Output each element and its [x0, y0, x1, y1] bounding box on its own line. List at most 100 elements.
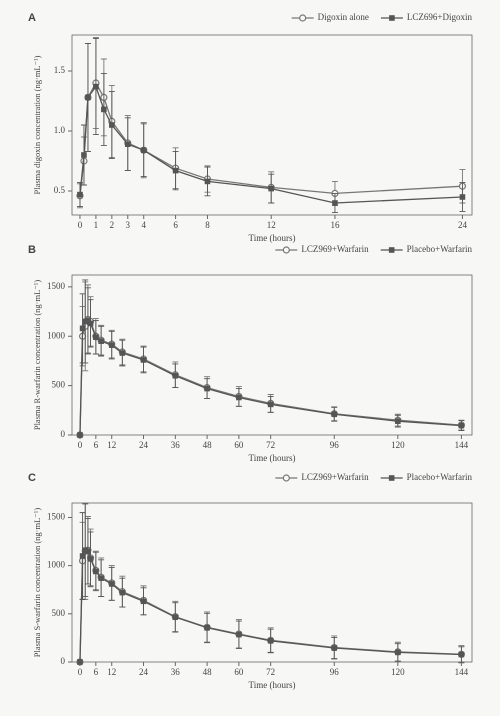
- legend-marker: [389, 15, 395, 21]
- y-axis-label: Plasma S-warfarin concentration (ng·mL⁻¹…: [32, 508, 42, 658]
- series-line: [79, 319, 462, 436]
- y-tick-label: 1.0: [54, 125, 66, 135]
- panel-label: A: [28, 12, 36, 24]
- y-tick-label: 0: [61, 429, 66, 439]
- x-tick-label: 12: [107, 440, 116, 450]
- x-tick-label: 72: [266, 440, 275, 450]
- legend-label: Placebo+Warfarin: [407, 244, 473, 254]
- y-tick-label: 1000: [47, 560, 66, 570]
- plot-frame: [71, 34, 473, 216]
- x-tick-label: 24: [139, 667, 149, 677]
- point-marker: [458, 422, 465, 429]
- y-tick-label: 1000: [47, 330, 66, 340]
- x-tick-label: 24: [139, 440, 149, 450]
- point-marker: [172, 167, 179, 174]
- x-axis-label: Time (hours): [249, 233, 296, 243]
- x-tick-label: 96: [330, 667, 340, 677]
- point-marker: [236, 394, 242, 401]
- point-marker: [81, 152, 87, 158]
- legend-label: LCZ969+Warfarin: [301, 244, 369, 254]
- legend-label: LCZ969+Warfarin: [301, 472, 369, 482]
- x-tick-label: 60: [234, 667, 244, 677]
- legend-marker: [299, 14, 307, 22]
- point-marker: [85, 94, 91, 101]
- point-marker: [101, 106, 107, 113]
- point-marker: [140, 598, 147, 605]
- point-marker: [172, 372, 179, 379]
- x-axis-label: Time (hours): [249, 680, 296, 690]
- y-tick-label: 0: [61, 656, 66, 666]
- x-tick-label: 36: [171, 667, 181, 677]
- point-marker: [236, 631, 242, 638]
- y-tick-label: 1500: [47, 512, 66, 522]
- point-marker: [267, 401, 274, 408]
- point-marker: [395, 418, 401, 424]
- plot-frame: [71, 274, 473, 436]
- x-tick-label: 48: [203, 667, 213, 677]
- point-marker: [79, 553, 86, 559]
- x-tick-label: 48: [203, 440, 213, 450]
- point-marker: [459, 194, 466, 200]
- point-marker: [458, 651, 465, 658]
- point-marker: [93, 568, 99, 575]
- point-marker: [119, 589, 126, 596]
- point-marker: [140, 357, 147, 363]
- point-marker: [77, 659, 83, 665]
- point-marker: [98, 575, 104, 581]
- legend-label: LCZ696+Digoxin: [407, 12, 473, 22]
- panel-label: C: [28, 472, 36, 484]
- point-marker: [331, 645, 338, 651]
- x-tick-label: 6: [94, 440, 99, 450]
- x-tick-label: 16: [330, 220, 340, 230]
- legend-label: Placebo+Warfarin: [407, 472, 473, 482]
- plot-frame: [71, 502, 473, 663]
- point-marker: [87, 556, 94, 562]
- point-marker: [109, 122, 115, 128]
- point-marker: [124, 141, 131, 147]
- point-marker: [108, 342, 115, 348]
- point-marker: [85, 317, 91, 324]
- x-tick-label: 144: [455, 667, 469, 677]
- x-tick-label: 60: [234, 440, 244, 450]
- x-axis-label: Time (hours): [249, 453, 296, 463]
- point-marker: [140, 147, 147, 153]
- x-tick-label: 12: [107, 667, 116, 677]
- point-marker: [93, 334, 99, 341]
- y-tick-label: 0.5: [54, 185, 66, 195]
- point-marker: [98, 338, 104, 344]
- point-marker: [77, 432, 83, 438]
- point-marker: [119, 350, 126, 356]
- x-tick-label: 8: [205, 220, 210, 230]
- y-tick-label: 1.5: [54, 65, 66, 75]
- point-marker: [268, 185, 275, 192]
- x-tick-label: 0: [78, 440, 83, 450]
- x-tick-label: 0: [78, 220, 83, 230]
- point-marker: [204, 178, 211, 185]
- legend-marker: [282, 246, 290, 254]
- x-tick-label: 2: [110, 220, 115, 230]
- x-tick-label: 6: [173, 220, 178, 230]
- x-tick-label: 6: [94, 667, 99, 677]
- legend-marker: [388, 247, 395, 253]
- y-axis-label: Plasma R-warfarin concentration (ng·mL⁻¹…: [32, 280, 42, 430]
- point-marker: [204, 624, 210, 631]
- x-tick-label: 36: [171, 440, 181, 450]
- x-tick-label: 144: [455, 440, 469, 450]
- legend-marker: [282, 474, 290, 482]
- point-marker: [93, 83, 99, 90]
- x-tick-label: 4: [141, 220, 146, 230]
- point-marker: [204, 385, 210, 392]
- y-tick-label: 500: [52, 608, 66, 618]
- point-marker: [395, 649, 401, 656]
- point-marker: [77, 191, 83, 198]
- point-marker: [332, 200, 338, 206]
- x-tick-label: 12: [267, 220, 276, 230]
- x-tick-label: 0: [78, 667, 83, 677]
- y-tick-label: 500: [52, 380, 66, 390]
- x-tick-label: 120: [391, 667, 405, 677]
- point-marker: [331, 411, 338, 418]
- y-tick-label: 1500: [47, 281, 66, 291]
- x-tick-label: 1: [94, 220, 99, 230]
- point-marker: [267, 638, 274, 644]
